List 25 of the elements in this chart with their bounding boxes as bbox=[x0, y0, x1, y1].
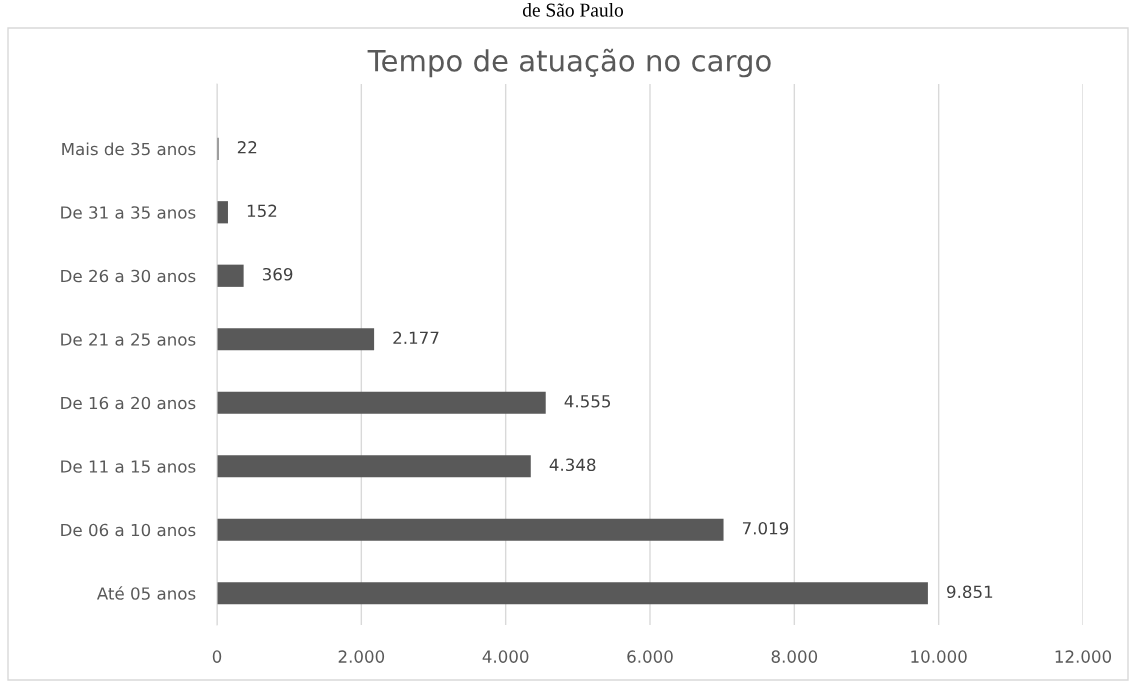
x-tick-label: 0 bbox=[212, 650, 222, 663]
data-label: 152 bbox=[247, 204, 277, 218]
data-label: 369 bbox=[262, 267, 293, 281]
y-tick-label: De 21 a 25 anos bbox=[61, 333, 196, 346]
x-tick-label: 10.000 bbox=[911, 650, 967, 663]
text: de São Paulo bbox=[522, 3, 624, 17]
x-tick-label: 6.000 bbox=[627, 650, 673, 663]
data-label: 9.851 bbox=[947, 585, 993, 599]
data-label: 22 bbox=[237, 141, 257, 154]
y-tick-label: De 11 a 15 anos bbox=[61, 460, 196, 473]
y-tick-label: Até 05 anos bbox=[96, 586, 196, 600]
x-tick-label: 12.000 bbox=[1055, 650, 1112, 663]
chart-title: Tempo de atuação no cargo bbox=[367, 48, 771, 78]
data-label: 4.555 bbox=[564, 395, 611, 408]
data-label: 7.019 bbox=[742, 521, 789, 535]
y-tick-label: De 26 a 30 anos bbox=[61, 269, 196, 283]
data-label: 2.177 bbox=[393, 331, 439, 344]
x-tick-label: 4.000 bbox=[482, 650, 529, 663]
y-tick-label: Mais de 35 anos bbox=[62, 142, 196, 156]
y-tick-label: De 16 a 20 anos bbox=[61, 396, 196, 410]
x-tick-label: 8.000 bbox=[771, 650, 818, 663]
data-label: 4.348 bbox=[549, 458, 596, 472]
x-tick-label: 2.000 bbox=[338, 650, 385, 663]
y-tick-label: De 06 a 10 anos bbox=[61, 523, 196, 537]
y-tick-label: De 31 a 35 anos bbox=[61, 206, 196, 219]
